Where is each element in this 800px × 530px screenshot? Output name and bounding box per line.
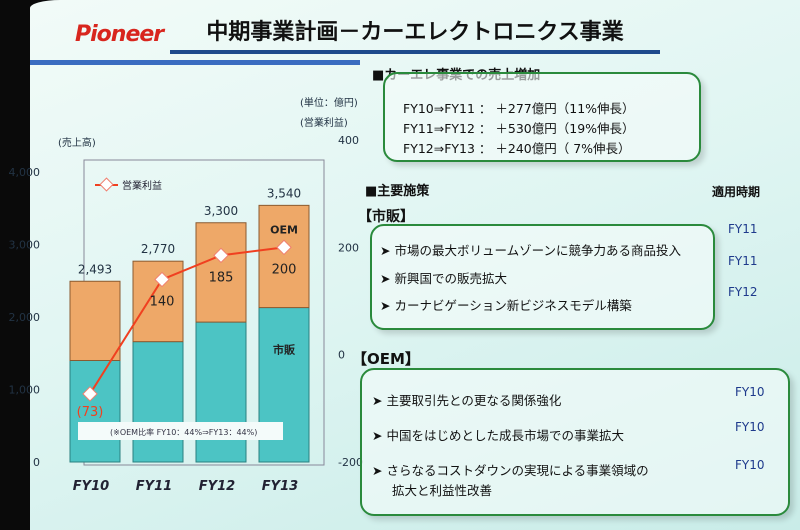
sales-line: FY10⇒FY11 ： ＋277億円（11%伸長） [403, 101, 635, 116]
title-accent-bar [30, 60, 360, 65]
oem-bar-label: OEM [270, 224, 298, 237]
right-tick-label: 400 [338, 134, 359, 147]
profit-label: 185 [209, 270, 234, 285]
profit-point [213, 247, 229, 264]
profit-point [276, 239, 292, 256]
sales-line: FY12⇒FY13 ： ＋240億円（ 7%伸長） [403, 141, 631, 156]
retail-item: ➤ カーナビゲーション新ビジネスモデル構築 [380, 298, 632, 313]
oem-item-cont: 拡大と利益性改善 [392, 483, 493, 498]
oem-period: FY10 [735, 458, 765, 472]
total-label: 2,493 [78, 262, 112, 276]
retail-period: FY11 [728, 222, 758, 236]
oem-ratio-note: (※OEM比率 FY10：44%⇒FY13：44%) [110, 427, 257, 437]
profit-line [89, 246, 285, 395]
right-tick-label: 200 [338, 241, 359, 254]
legend-marker [99, 177, 114, 192]
profit-label: 140 [150, 295, 175, 310]
x-tick-label: FY10 [73, 479, 109, 494]
retail-item: ➤ 市場の最大ボリュームゾーンに競争力ある商品投入 [380, 243, 681, 258]
sales-box [383, 72, 701, 162]
left-tick-label: 0 [33, 456, 40, 469]
retail-box [370, 224, 715, 330]
bar-oem [69, 280, 121, 362]
oem-heading: 【OEM】 [352, 350, 420, 368]
bar-oem [195, 222, 247, 323]
right-axis-label: (営業利益) [300, 116, 348, 129]
left-tick-label: 2,000 [9, 311, 41, 324]
oem-period: FY10 [735, 385, 765, 399]
sales-chart: (単位：億円) (営業利益) (売上高) 0 1,000 2,000 3,000 4,0… [9, 96, 363, 494]
profit-point [154, 271, 170, 288]
profit-label: 200 [272, 262, 297, 277]
bar-retail [69, 360, 121, 463]
page-title: 中期事業計画－カーエレクトロニクス事業 [170, 14, 660, 54]
bar-retail [132, 341, 184, 463]
total-label: 2,770 [141, 242, 175, 256]
left-tick-label: 4,000 [9, 166, 41, 179]
retail-period: FY11 [728, 254, 758, 268]
note-box [78, 422, 283, 440]
right-tick-label: 0 [338, 349, 345, 362]
left-axis-label: (売上高) [58, 136, 96, 149]
right-tick-label: -200 [338, 456, 363, 469]
retail-heading: 【市販】 [358, 209, 414, 225]
legend-label: 営業利益 [122, 179, 162, 192]
profit-point [82, 386, 98, 402]
oem-period: FY10 [735, 420, 765, 434]
oem-item: ➤ 主要取引先との更なる関係強化 [372, 393, 562, 408]
bar-oem [258, 204, 310, 309]
x-tick-label: FY13 [262, 479, 298, 494]
measures-heading: ■主要施策 [365, 184, 430, 199]
left-tick-label: 3,000 [9, 239, 41, 252]
total-label: 3,540 [267, 186, 301, 200]
x-tick-label: FY12 [199, 479, 235, 494]
total-label: 3,300 [204, 204, 238, 218]
oem-item: ➤ さらなるコストダウンの実現による事業領域の [372, 463, 649, 478]
oem-box [360, 368, 790, 516]
retail-period: FY12 [728, 285, 758, 299]
profit-label: (73) [77, 405, 104, 420]
unit-label: (単位：億円) [300, 96, 358, 109]
sales-line: FY11⇒FY12 ： ＋530億円（19%伸長） [403, 121, 635, 136]
oem-item: ➤ 中国をはじめとした成長市場での事業拡大 [372, 428, 624, 443]
period-header: 適用時期 [712, 185, 761, 199]
x-tick-label: FY11 [136, 479, 172, 494]
retail-bar-label: 市販 [273, 342, 296, 356]
bar-retail [195, 321, 247, 463]
pioneer-logo: Pioneer [75, 22, 164, 47]
left-tick-label: 1,000 [9, 384, 41, 397]
retail-item: ➤ 新興国での販売拡大 [380, 271, 507, 286]
